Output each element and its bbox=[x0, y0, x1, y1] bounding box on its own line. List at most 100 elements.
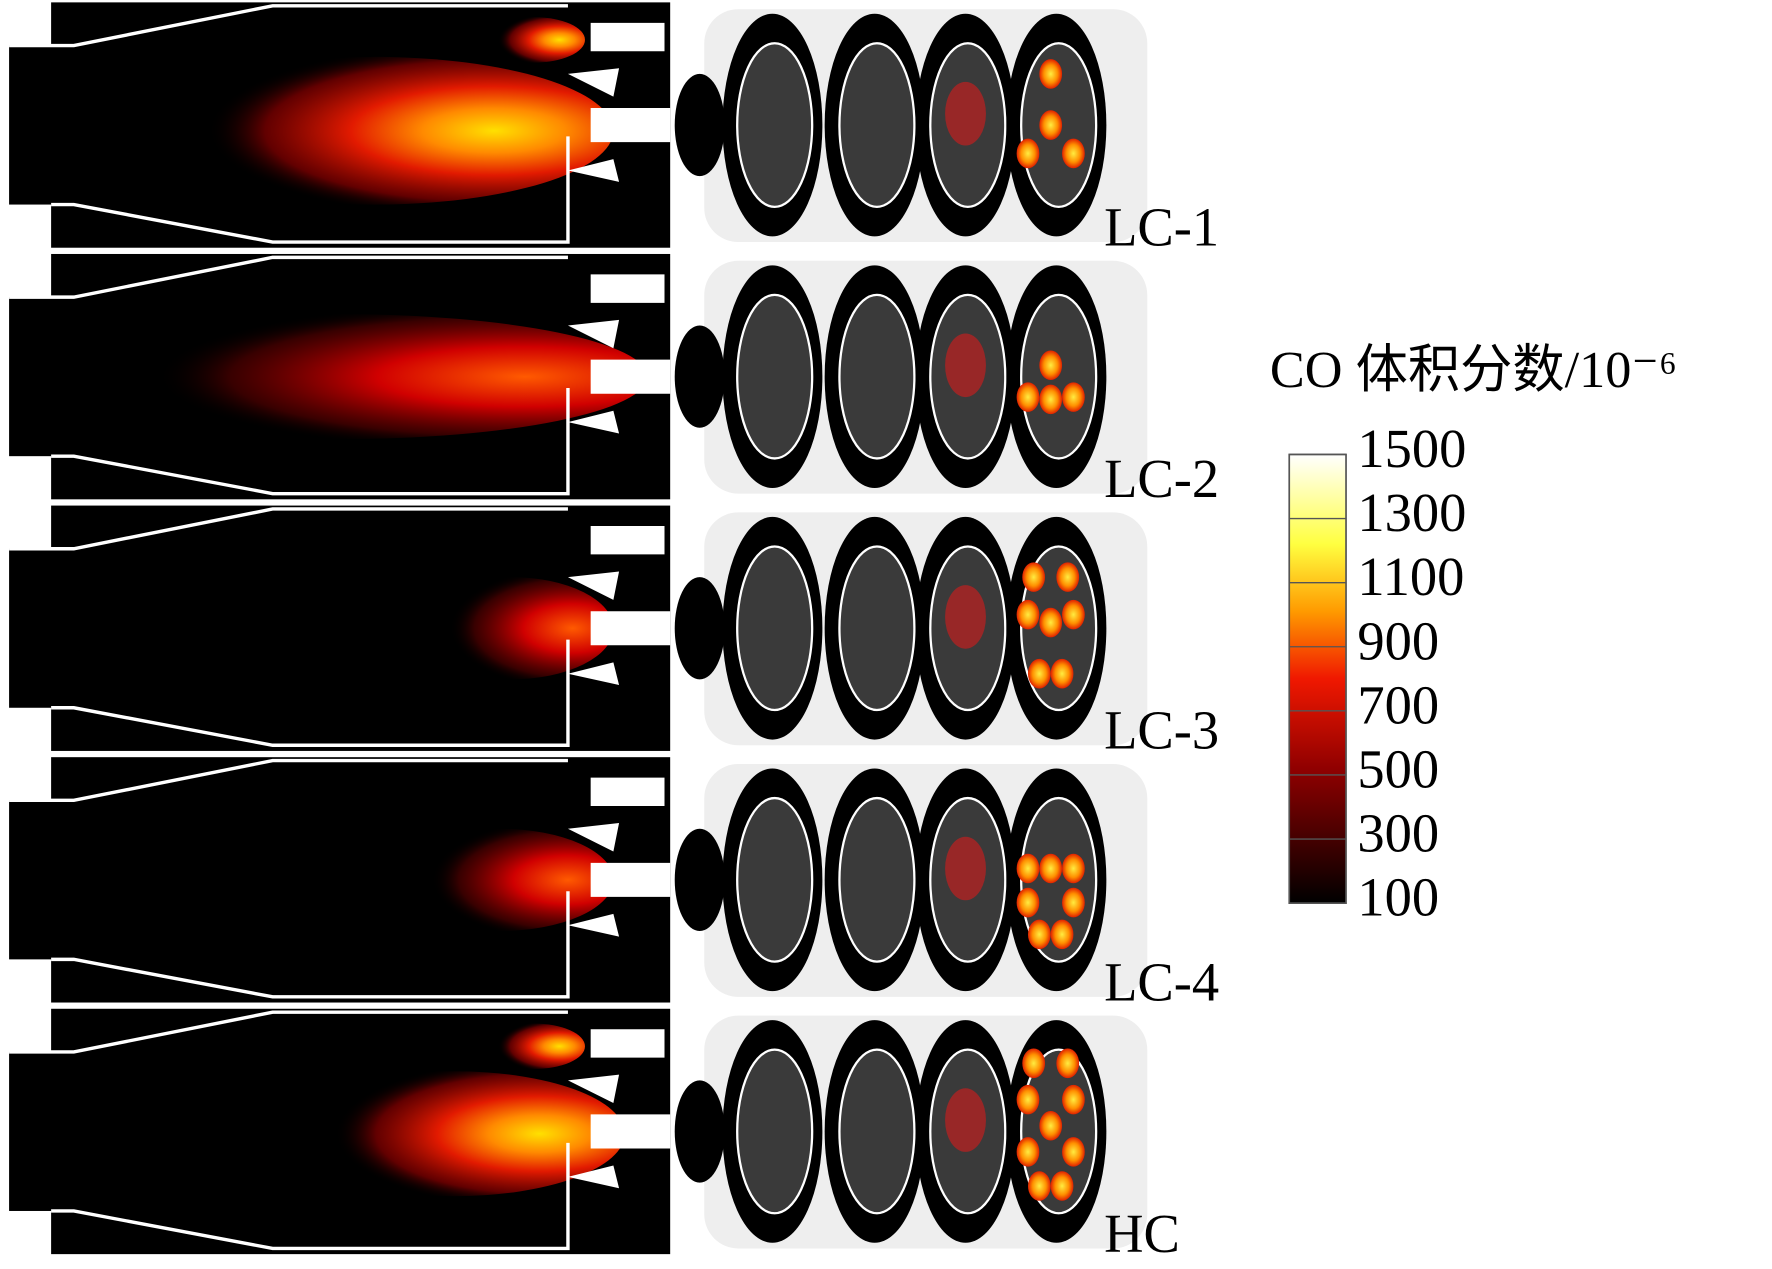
disc-inner bbox=[1020, 293, 1098, 460]
flame bbox=[386, 828, 614, 931]
colorbar-tick-label: 900 bbox=[1357, 610, 1439, 671]
colorbar-tick-label: 700 bbox=[1357, 674, 1439, 735]
wall bbox=[51, 388, 570, 496]
hot-spot bbox=[1027, 658, 1051, 689]
hot-spot bbox=[1016, 1137, 1040, 1167]
wall bbox=[9, 4, 568, 48]
wall bbox=[51, 1142, 570, 1251]
disc-inner bbox=[838, 545, 916, 712]
disc-inner bbox=[838, 796, 916, 963]
hot-spot bbox=[1050, 919, 1074, 950]
wall bbox=[9, 1010, 568, 1054]
domain bbox=[9, 800, 55, 960]
flame bbox=[482, 1023, 585, 1069]
hot-spot bbox=[1022, 1048, 1046, 1079]
disc-inner bbox=[838, 1048, 916, 1215]
disc bbox=[674, 73, 725, 177]
colorbar-tick-label: 300 bbox=[1357, 803, 1439, 864]
hot-spot bbox=[1039, 384, 1063, 415]
disc bbox=[674, 577, 725, 680]
panel: LC-1 bbox=[9, 2, 1219, 257]
disc-inner bbox=[736, 293, 814, 460]
colorbar-scale bbox=[1288, 453, 1347, 904]
colorbar-tick-label: 1300 bbox=[1357, 482, 1466, 543]
hot-spot bbox=[1039, 350, 1063, 381]
hot-spot bbox=[1062, 853, 1085, 884]
panel-label: LC-1 bbox=[1104, 196, 1219, 257]
hot-spot bbox=[1062, 887, 1085, 918]
hot-spot bbox=[1016, 853, 1040, 884]
wall bbox=[9, 255, 568, 299]
flame bbox=[283, 1071, 625, 1197]
flame bbox=[136, 56, 614, 205]
colorbar-tick-label: 1500 bbox=[1357, 418, 1466, 479]
colorbar-tick-label: 500 bbox=[1357, 738, 1439, 799]
disc-inner bbox=[736, 1048, 814, 1215]
hot-spot bbox=[1039, 110, 1063, 140]
domain bbox=[9, 548, 55, 708]
colorbar-tick-label: 100 bbox=[1357, 867, 1439, 928]
hot-spot bbox=[1022, 562, 1046, 592]
wall bbox=[9, 758, 568, 803]
disc-inner bbox=[838, 42, 916, 208]
wall bbox=[51, 639, 570, 747]
flame bbox=[945, 1088, 986, 1152]
hot-spot bbox=[1062, 599, 1085, 630]
disc bbox=[674, 828, 725, 931]
hot-spot bbox=[1039, 607, 1063, 638]
hot-spot bbox=[1016, 887, 1040, 918]
hot-spot bbox=[1056, 562, 1080, 592]
flame bbox=[945, 836, 986, 901]
wall bbox=[9, 507, 568, 551]
colorbar-title: CO 体积分数/10⁻⁶ bbox=[1270, 341, 1677, 399]
panel-label: HC bbox=[1104, 1203, 1180, 1264]
colorbar-tick-label: 1100 bbox=[1357, 546, 1464, 607]
hot-spot bbox=[1050, 1171, 1074, 1201]
hot-spot bbox=[1016, 382, 1040, 412]
nozzle bbox=[567, 22, 671, 182]
flame bbox=[408, 577, 614, 680]
hot-spot bbox=[1062, 382, 1085, 412]
flame bbox=[34, 314, 648, 440]
hot-spot bbox=[1016, 599, 1040, 630]
hot-spot bbox=[1039, 853, 1063, 884]
domain bbox=[9, 45, 55, 205]
disc-inner bbox=[736, 545, 814, 712]
panels: LC-1 LC-2 LC-3 LC-4 HC bbox=[9, 2, 1219, 1264]
hot-spot bbox=[1039, 59, 1063, 89]
nozzle bbox=[567, 526, 671, 686]
nozzle bbox=[567, 274, 671, 434]
hot-spot bbox=[1016, 138, 1040, 169]
disc-inner bbox=[838, 293, 916, 460]
hot-spot bbox=[1062, 1084, 1085, 1115]
hot-spot bbox=[1027, 1171, 1051, 1201]
hot-spot bbox=[1056, 1048, 1080, 1079]
panel-label: LC-4 bbox=[1104, 951, 1219, 1012]
hot-spot bbox=[1062, 1137, 1085, 1167]
disc bbox=[674, 1080, 725, 1183]
domain bbox=[9, 1051, 55, 1211]
panel-label: LC-2 bbox=[1104, 448, 1219, 509]
flame bbox=[482, 17, 585, 63]
panel-label: LC-3 bbox=[1104, 700, 1219, 761]
flame bbox=[945, 585, 986, 649]
disc bbox=[674, 325, 725, 428]
hot-spot bbox=[1062, 138, 1085, 169]
panel: HC bbox=[9, 1008, 1180, 1264]
hot-spot bbox=[1039, 1111, 1063, 1141]
flame bbox=[945, 81, 986, 146]
wall bbox=[51, 891, 570, 999]
wall bbox=[51, 136, 570, 244]
disc-inner bbox=[736, 796, 814, 963]
hot-spot bbox=[1016, 1084, 1040, 1115]
panel: LC-4 bbox=[9, 757, 1219, 1012]
disc-inner bbox=[736, 42, 814, 208]
panel: LC-3 bbox=[9, 505, 1219, 761]
panel: LC-2 bbox=[9, 253, 1219, 509]
nozzle bbox=[567, 777, 671, 937]
hot-spot bbox=[1027, 919, 1051, 950]
hot-spot bbox=[1050, 658, 1074, 689]
flame bbox=[945, 333, 986, 398]
